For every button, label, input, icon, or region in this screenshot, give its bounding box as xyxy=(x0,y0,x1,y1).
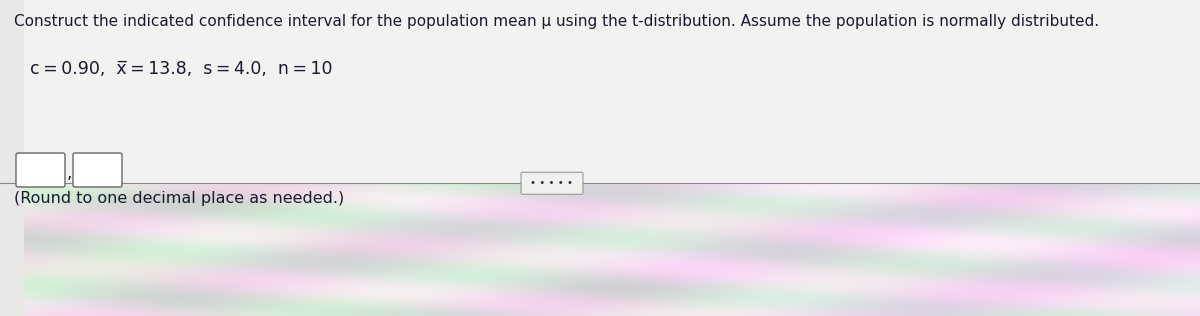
Text: Construct the indicated confidence interval for the population mean μ using the : Construct the indicated confidence inter… xyxy=(14,14,1099,29)
Text: c = 0.90,  x̅ = 13.8,  s = 4.0,  n = 10: c = 0.90, x̅ = 13.8, s = 4.0, n = 10 xyxy=(30,60,332,78)
FancyBboxPatch shape xyxy=(16,153,65,187)
FancyBboxPatch shape xyxy=(521,172,583,194)
Text: (Round to one decimal place as needed.): (Round to one decimal place as needed.) xyxy=(14,191,344,206)
Text: • • • • •: • • • • • xyxy=(530,178,574,188)
Bar xyxy=(0,0,24,316)
Bar xyxy=(0,0,1200,183)
FancyBboxPatch shape xyxy=(73,153,122,187)
Text: ,: , xyxy=(67,164,72,182)
